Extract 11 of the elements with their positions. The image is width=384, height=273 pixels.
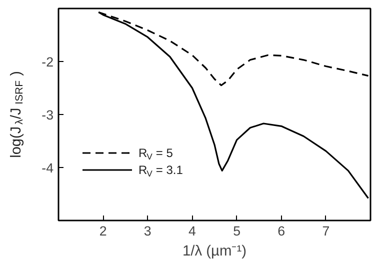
- y-tick-label: -3: [42, 108, 54, 122]
- x-tick-label: 2: [99, 224, 107, 238]
- x-tick-label: 3: [144, 224, 152, 238]
- x-tick-label: 6: [278, 224, 286, 238]
- x-tick-label: 5: [233, 224, 240, 238]
- y-axis-title: log(Jλ/JISRF): [8, 71, 26, 158]
- x-axis-title: 1/λ (µm⁻¹): [182, 244, 246, 260]
- x-tick-label: 7: [322, 224, 330, 238]
- x-tick-label: 4: [188, 224, 197, 238]
- y-tick-label: -2: [42, 54, 54, 70]
- y-tick-label: -4: [42, 160, 54, 176]
